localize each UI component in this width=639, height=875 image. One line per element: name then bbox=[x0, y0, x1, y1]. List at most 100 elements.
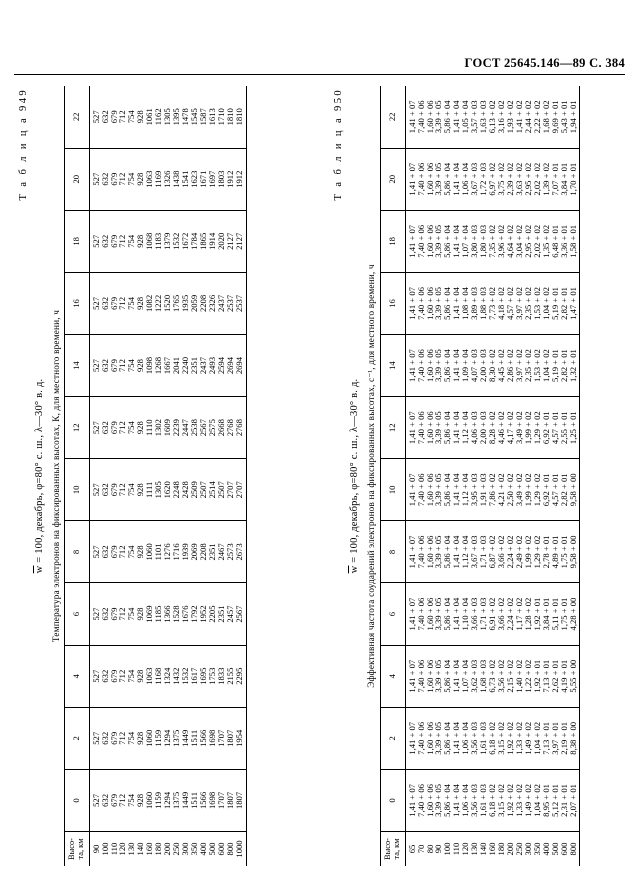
table-row: 120 712 712 712 712 712 712 712 712 712 712 712 712 bbox=[117, 86, 127, 866]
table-row: 110 679 679 679 679 679 679 679 679 679 679 679 679 bbox=[109, 86, 119, 866]
data-cell: 1,41 + 07 bbox=[405, 396, 417, 459]
table-header-row: Высо- та, км 0 2 4 6 8 10 12 14 16 18 20 22 bbox=[64, 86, 90, 866]
hour-column-header: 12 bbox=[380, 396, 406, 459]
hour-column-header: 4 bbox=[64, 645, 90, 708]
height-cell: 1000 bbox=[234, 831, 247, 866]
data-cell: 8,38 + 00 bbox=[568, 707, 580, 770]
table-row: 1000 1807 1954 2295 2567 2673 2707 2768 2694 2537… bbox=[234, 86, 247, 866]
data-cell: 4,28 + 00 bbox=[568, 583, 580, 646]
hour-column-header: 2 bbox=[64, 707, 90, 770]
hour-column-header: 4 bbox=[380, 645, 406, 708]
table-row: 350 1511 1511 1617 1792 2069 2509 2538 2351 2059 1… bbox=[189, 86, 199, 866]
hour-column-header: 10 bbox=[380, 458, 406, 521]
table-row: 65 1,41 + 07 1,41 + 07 1,41 + 07 1,41 + 07 1,… bbox=[405, 86, 417, 866]
hour-column-header: 20 bbox=[380, 148, 406, 211]
data-cell: 2673 bbox=[234, 520, 247, 583]
height-header-line2: та, км bbox=[75, 838, 85, 860]
data-cell: 1,70 + 01 bbox=[568, 148, 580, 211]
hour-column-header: 18 bbox=[64, 210, 90, 273]
title-w-symbol: w bbox=[349, 565, 360, 574]
data-cell: 1912 bbox=[234, 148, 247, 211]
table-row: 130 754 754 754 754 754 754 754 754 754 754 754 754 bbox=[126, 86, 136, 866]
data-cell: 1807 bbox=[234, 769, 247, 832]
data-cell: 1,47 + 01 bbox=[568, 272, 580, 335]
table-row: 800 1807 1807 2155 2457 2573 2707 2768 2694 2537 2… bbox=[225, 86, 235, 866]
table-row: 500 1698 1698 1753 2205 2351 2514 2575 2493 2326 1… bbox=[207, 86, 217, 866]
data-cell: 527 bbox=[89, 148, 101, 211]
data-table-950: Высо- та, км 0 2 4 6 8 10 12 14 16 18 20 22 65 1,41 … bbox=[380, 86, 580, 866]
table-row: 100 632 632 632 632 632 632 632 632 632 632 632 632 bbox=[100, 86, 110, 866]
table-row: 180 1159 1159 1168 1185 1101 1305 1302 1268 1222 1… bbox=[153, 86, 163, 866]
data-cell: 527 bbox=[89, 707, 101, 770]
table-title-950: w = 100, декабрь, φ=80° с. ш., λ—30° в. … bbox=[349, 86, 360, 866]
table-body-950: 65 1,41 + 07 1,41 + 07 1,41 + 07 1,41 + 07 1,… bbox=[405, 86, 580, 866]
hour-column-header: 14 bbox=[380, 334, 406, 397]
data-cell: 2,07 + 01 bbox=[568, 769, 580, 832]
table-row: 600 1707 1707 1833 2351 2467 2507 2668 2594 2437 2… bbox=[216, 86, 226, 866]
table-row: 200 1294 1294 1324 1366 1276 1620 1609 1667 1520 1… bbox=[162, 86, 172, 866]
data-cell: 1,41 + 07 bbox=[405, 583, 417, 646]
table-block-949: Т а б л и ц а 949 w = 100, декабрь, φ=80… bbox=[18, 86, 318, 866]
hour-column-header: 14 bbox=[64, 334, 90, 397]
title-conditions: = 100, декабрь, φ=80° с. ш., λ—30° в. д. bbox=[349, 378, 360, 566]
data-cell: 527 bbox=[90, 110, 101, 124]
data-cell: 2567 bbox=[234, 583, 247, 646]
data-cell: 1,41 + 07 bbox=[405, 210, 417, 273]
table-head-949: Высо- та, км 0 2 4 6 8 10 12 14 16 18 20 22 bbox=[64, 86, 90, 866]
height-header-line2: та, км bbox=[391, 838, 401, 860]
height-column-header: Высо- та, км bbox=[380, 831, 406, 866]
data-cell: 2694 bbox=[234, 334, 247, 397]
data-cell: 9,58 + 00 bbox=[568, 458, 580, 521]
data-cell: 527 bbox=[89, 645, 101, 708]
hour-column-header: 22 bbox=[380, 86, 406, 149]
table-header-row: Высо- та, км 0 2 4 6 8 10 12 14 16 18 20 22 bbox=[380, 86, 406, 866]
hour-column-header: 16 bbox=[64, 272, 90, 335]
table-title-949: w = 100, декабрь, φ=80° с. ш., λ—30° в. … bbox=[34, 86, 45, 866]
data-cell: 1,41 + 07 bbox=[405, 707, 417, 770]
data-cell: 527 bbox=[89, 396, 101, 459]
data-cell: 1,41 + 07 bbox=[405, 334, 417, 397]
hour-column-header: 20 bbox=[64, 148, 90, 211]
data-table-949: Высо- та, км 0 2 4 6 8 10 12 14 16 18 20 22 90 527 52… bbox=[64, 86, 247, 866]
table-subtitle-949: Температура электронов на фиксированных … bbox=[51, 309, 61, 643]
data-cell: 527 bbox=[89, 769, 101, 832]
hour-column-header: 18 bbox=[380, 210, 406, 273]
height-cell: 800 bbox=[568, 831, 580, 866]
data-cell: 1,25 + 01 bbox=[568, 396, 580, 459]
data-cell: 1954 bbox=[234, 707, 247, 770]
standard-number: ГОСТ 25645.146—89 bbox=[464, 56, 586, 70]
data-cell: 527 bbox=[89, 520, 101, 583]
hour-column-header: 6 bbox=[64, 583, 90, 646]
hour-column-header: 2 bbox=[380, 707, 406, 770]
table-body-949: 90 527 527 527 527 527 527 527 527 527 527 527 527 10… bbox=[89, 86, 247, 866]
height-column-header: Высо- та, км bbox=[64, 831, 90, 866]
hour-column-header: 16 bbox=[380, 272, 406, 335]
data-cell: 9,58 + 00 bbox=[568, 520, 580, 583]
data-cell: 1,41 + 07 bbox=[405, 148, 417, 211]
table-block-950: Т а б л и ц а 950 w = 100, декабрь, φ=80… bbox=[333, 86, 633, 866]
data-cell: 1,41 + 07 bbox=[405, 458, 417, 521]
data-cell: 2127 bbox=[234, 210, 247, 273]
table-row: 140 928 928 928 928 928 928 928 928 928 928 928 928 bbox=[135, 86, 145, 866]
hour-column-header: 10 bbox=[64, 458, 90, 521]
hour-column-header: 12 bbox=[64, 396, 90, 459]
hour-column-header: 0 bbox=[380, 769, 406, 832]
data-cell: 527 bbox=[89, 458, 101, 521]
data-cell: 1,41 + 07 bbox=[405, 272, 417, 335]
data-cell: 2768 bbox=[234, 396, 247, 459]
data-cell: 527 bbox=[89, 210, 101, 273]
data-cell: 5,55 + 00 bbox=[568, 645, 580, 708]
table-row: 800 2,07 + 01 8,38 + 00 5,55 + 00 4,28 + 00 9… bbox=[568, 86, 580, 866]
table-caption-949: Т а б л и ц а 949 bbox=[18, 88, 29, 201]
table-row: 250 1375 1375 1432 1528 1716 2248 2239 2041 1765 1… bbox=[171, 86, 181, 866]
table-row: 160 1060 1060 1063 1069 1060 1111 1110 1098 1082 1… bbox=[144, 86, 154, 866]
table-row: 300 1449 1449 1532 1676 1939 2428 2447 2240 1935 1… bbox=[180, 86, 190, 866]
data-cell: 1,58 + 01 bbox=[568, 210, 580, 273]
title-conditions: = 100, декабрь, φ=80° с. ш., λ—30° в. д. bbox=[34, 378, 45, 566]
height-cell: 90 bbox=[89, 831, 101, 866]
height-cell: 65 bbox=[405, 831, 417, 866]
data-cell: 1,41 + 07 bbox=[405, 769, 417, 832]
header-rule bbox=[14, 74, 625, 75]
data-cell: 1,41 + 07 bbox=[406, 100, 417, 134]
table-caption-950: Т а б л и ц а 950 bbox=[333, 88, 344, 201]
